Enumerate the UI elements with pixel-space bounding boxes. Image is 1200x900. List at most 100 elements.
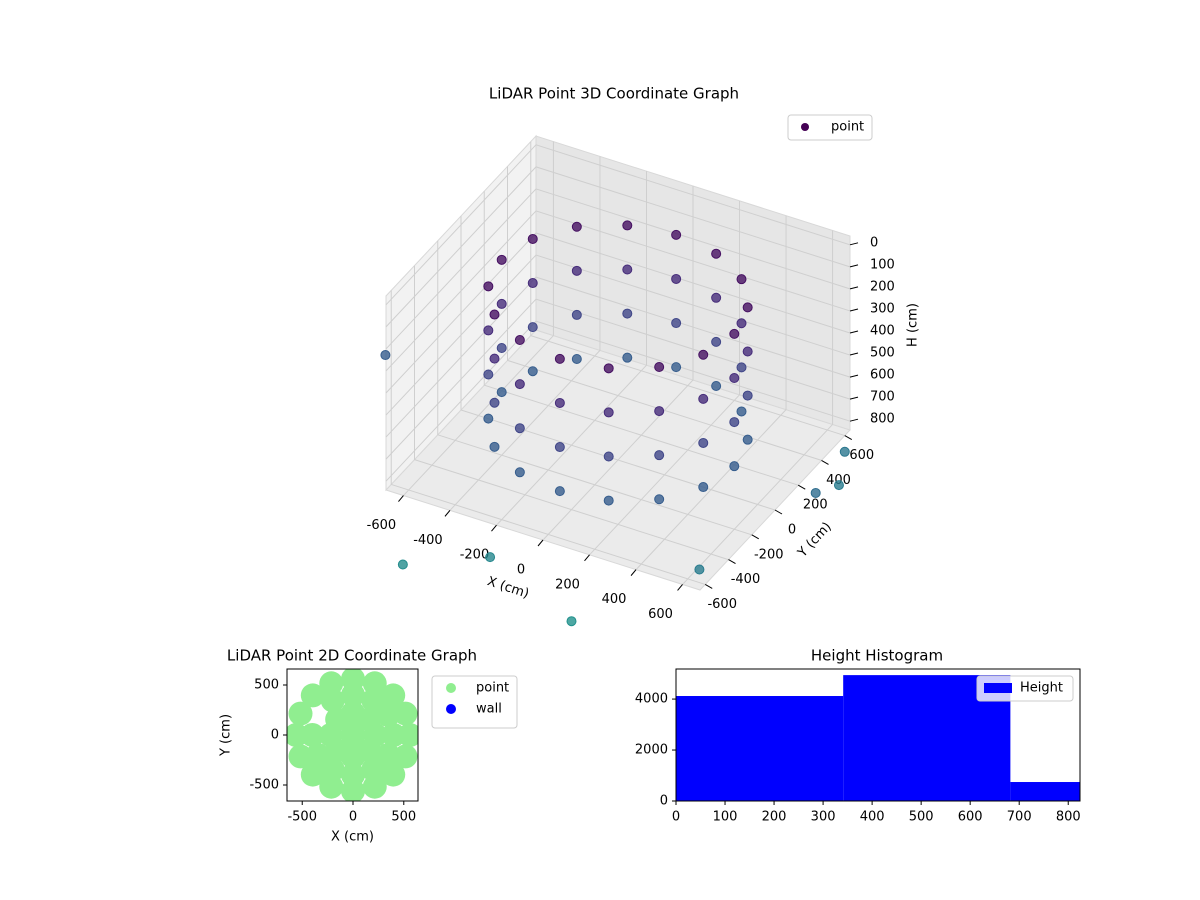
legend-label: wall bbox=[476, 702, 502, 717]
x-axis-label: X (cm) bbox=[331, 830, 374, 845]
point bbox=[489, 397, 500, 408]
y-tick-label: 0 bbox=[788, 523, 796, 538]
z-tick-label: 400 bbox=[870, 324, 895, 339]
point bbox=[320, 757, 345, 782]
point bbox=[489, 441, 500, 452]
tick-mark bbox=[849, 308, 859, 312]
x-tick-label: -400 bbox=[413, 533, 443, 548]
point bbox=[711, 336, 722, 347]
point bbox=[288, 701, 313, 726]
point bbox=[527, 322, 538, 333]
y-tick-label: 4000 bbox=[635, 692, 668, 707]
y-tick-label: -400 bbox=[731, 572, 761, 587]
grid-line bbox=[385, 232, 851, 394]
z-tick-label: 800 bbox=[870, 412, 895, 427]
z-tick-label: 0 bbox=[870, 235, 878, 250]
legend-patch bbox=[984, 683, 1012, 693]
grid-line bbox=[385, 166, 851, 328]
tick-mark bbox=[849, 264, 859, 268]
z-axis-label: H (cm) bbox=[906, 303, 921, 347]
point bbox=[694, 564, 705, 575]
x-axis-label: X (cm) bbox=[485, 574, 531, 602]
point bbox=[711, 380, 722, 391]
y-tick-label: -200 bbox=[754, 547, 784, 562]
x-tick-label: 700 bbox=[1007, 810, 1032, 825]
z-tick-label: 600 bbox=[870, 368, 895, 383]
point bbox=[380, 350, 391, 361]
point bbox=[362, 774, 387, 799]
point bbox=[742, 434, 753, 445]
point bbox=[839, 446, 850, 457]
grid-line bbox=[507, 166, 822, 461]
grid-line bbox=[385, 144, 851, 306]
tick-mark bbox=[849, 286, 859, 290]
grid-line bbox=[460, 216, 776, 511]
grid-line bbox=[385, 276, 851, 438]
legend: Height bbox=[976, 675, 1074, 702]
point bbox=[288, 744, 313, 769]
grid-line bbox=[403, 141, 554, 496]
point bbox=[514, 379, 525, 390]
point bbox=[514, 423, 525, 434]
point bbox=[571, 221, 582, 232]
x-tick-label: 0 bbox=[349, 810, 357, 825]
x-tick-label: 300 bbox=[811, 810, 836, 825]
point bbox=[603, 451, 614, 462]
point bbox=[603, 363, 614, 374]
point bbox=[698, 437, 709, 448]
tick-mark bbox=[849, 242, 859, 246]
plot-area bbox=[676, 675, 1080, 801]
legend: point bbox=[787, 114, 873, 141]
tick-mark bbox=[849, 330, 859, 334]
point bbox=[736, 274, 747, 285]
tick-mark bbox=[398, 495, 404, 502]
point bbox=[729, 417, 740, 428]
point bbox=[736, 406, 747, 417]
point bbox=[527, 233, 538, 244]
x-tick-label: 100 bbox=[713, 810, 738, 825]
point bbox=[742, 302, 753, 313]
point bbox=[496, 343, 507, 354]
point bbox=[397, 559, 408, 570]
point bbox=[671, 273, 682, 284]
point bbox=[554, 353, 565, 364]
tick-mark bbox=[584, 554, 590, 562]
point bbox=[393, 744, 418, 769]
tick-mark bbox=[444, 510, 451, 517]
point bbox=[698, 482, 709, 493]
grid-line bbox=[483, 191, 799, 486]
grid-line bbox=[437, 240, 752, 536]
point bbox=[496, 254, 507, 265]
point bbox=[622, 220, 633, 231]
point bbox=[810, 487, 821, 498]
point bbox=[571, 354, 582, 365]
point bbox=[341, 763, 366, 787]
x-tick-label: -600 bbox=[367, 518, 397, 533]
grid-line bbox=[385, 188, 851, 350]
point bbox=[736, 318, 747, 329]
point bbox=[483, 413, 494, 424]
legend-marker bbox=[801, 123, 809, 131]
point bbox=[483, 281, 494, 292]
grid-line bbox=[682, 230, 834, 585]
point bbox=[711, 292, 722, 303]
point bbox=[527, 366, 538, 377]
tick-mark bbox=[844, 435, 853, 441]
legend-box bbox=[976, 675, 1074, 702]
point bbox=[566, 616, 577, 627]
point bbox=[356, 738, 381, 763]
point bbox=[393, 701, 418, 726]
point bbox=[622, 308, 633, 319]
chart-title: LiDAR Point 2D Coordinate Graph bbox=[227, 647, 477, 665]
y-axis-label: Y (cm) bbox=[795, 520, 835, 562]
x-tick-label: -200 bbox=[460, 548, 490, 563]
x-tick-label: 500 bbox=[909, 810, 934, 825]
bar bbox=[676, 696, 844, 801]
tick-mark bbox=[630, 569, 637, 576]
point bbox=[361, 757, 386, 782]
tick-mark bbox=[774, 509, 783, 515]
y-tick-label: 600 bbox=[849, 448, 874, 463]
point bbox=[514, 335, 525, 346]
point bbox=[381, 762, 406, 787]
grid-line bbox=[496, 171, 647, 526]
